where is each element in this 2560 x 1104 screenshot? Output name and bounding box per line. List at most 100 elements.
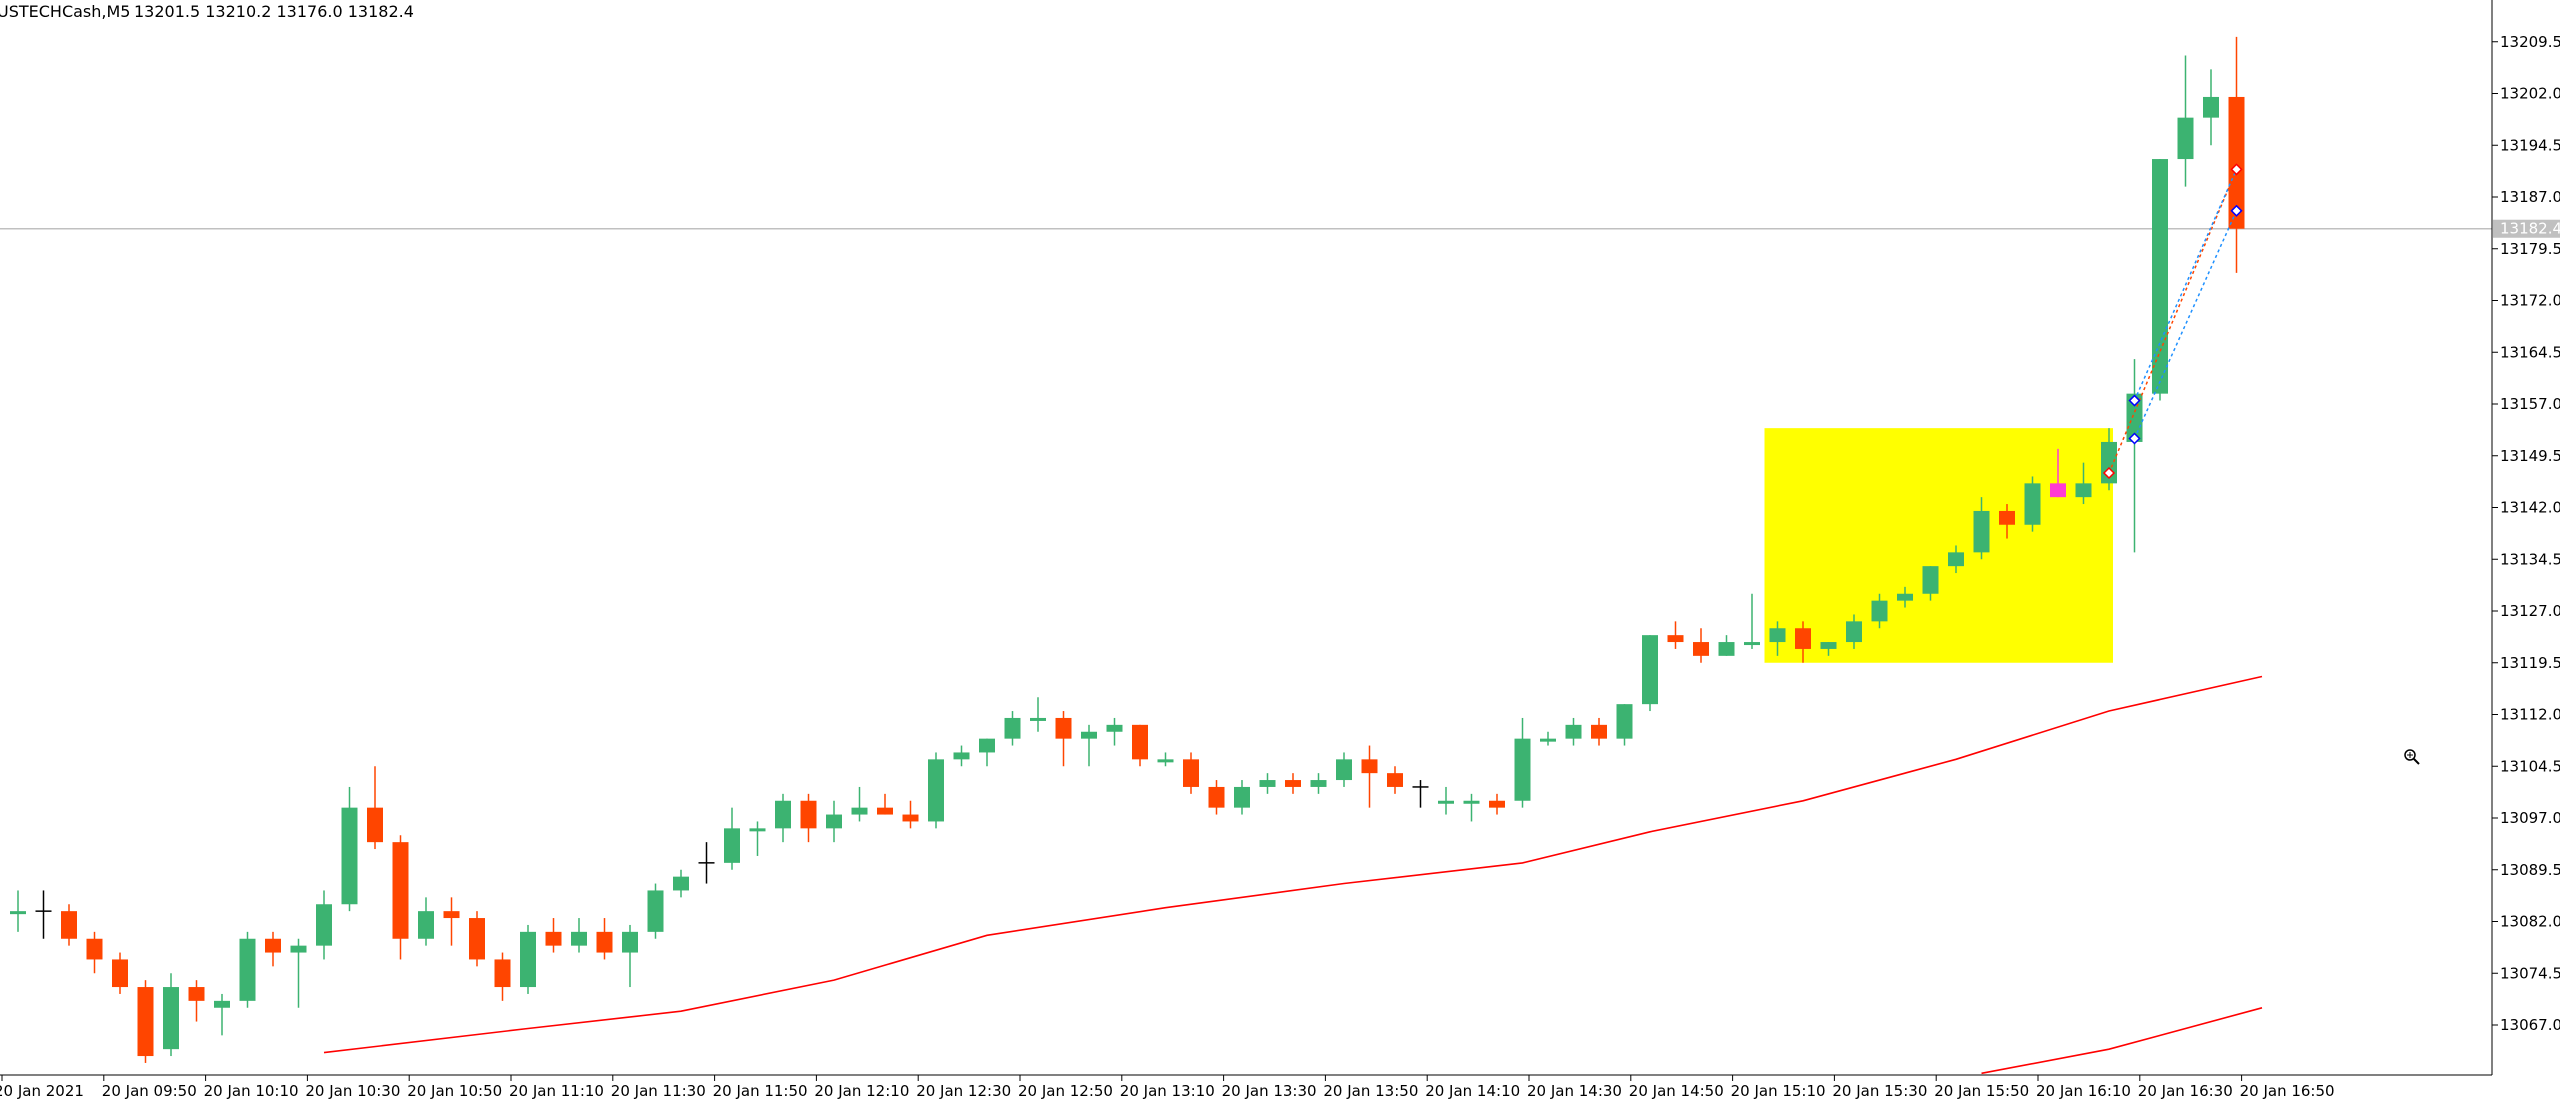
candle-body [137, 987, 154, 1057]
candle [1310, 773, 1327, 794]
time-tick-label: 20 Jan 11:10 [509, 1082, 604, 1100]
price-tick-label: 13112.0 [2500, 706, 2560, 724]
candle [1208, 780, 1225, 815]
candle [1718, 635, 1735, 656]
price-tick-label: 13074.5 [2500, 964, 2560, 982]
highlight-zone [1764, 428, 2113, 663]
time-tick-label: 20 Jan 11:50 [713, 1082, 808, 1100]
candle [520, 924, 536, 994]
candle [418, 897, 434, 946]
candle-body [1055, 717, 1072, 739]
candle-body [214, 1000, 230, 1008]
candle-body [239, 938, 256, 1001]
price-tick-label: 13187.0 [2500, 188, 2560, 206]
price-tick-label: 13119.5 [2500, 654, 2560, 672]
candle-body [2152, 159, 2168, 394]
candle [1846, 614, 1862, 649]
candle-body [724, 828, 740, 863]
candle [1081, 724, 1097, 767]
candle-body [2024, 483, 2041, 525]
price-tick-label: 13164.5 [2500, 343, 2560, 361]
candle [647, 883, 664, 939]
moving-average-line-2 [1981, 1007, 2263, 1075]
price-tick-label: 13202.0 [2500, 85, 2560, 103]
zoom-cursor-icon [2404, 749, 2420, 765]
price-tick-label: 13157.0 [2500, 395, 2560, 413]
candle [86, 931, 103, 974]
candle-body [86, 938, 103, 960]
moving-average-layer [323, 675, 2263, 1075]
candle-body [877, 807, 893, 815]
candle-body [1489, 800, 1505, 808]
candle [902, 800, 919, 829]
trade-link-line [2133, 169, 2238, 401]
candle-body [1820, 642, 1837, 649]
candle-body [112, 959, 128, 988]
candle [1769, 621, 1786, 656]
candle [1106, 717, 1123, 746]
candle [877, 793, 893, 815]
candle [545, 918, 562, 953]
candle-body [10, 911, 26, 915]
candle [2075, 462, 2092, 505]
candle [1616, 704, 1633, 746]
candle [1132, 724, 1148, 767]
candle-body [1922, 566, 1939, 594]
trade-marker-diamond [2230, 204, 2243, 217]
candle [1055, 711, 1072, 767]
candle [163, 973, 179, 1057]
candle-body [775, 800, 791, 829]
candle-body [1999, 510, 2015, 525]
price-tick-label: 13097.0 [2500, 809, 2560, 827]
candle-body [1973, 510, 1990, 553]
candle [596, 918, 613, 960]
candle-body [1081, 731, 1097, 739]
price-tick-label: 13179.5 [2500, 240, 2560, 258]
candle [1387, 766, 1403, 794]
trade-marker-diamond [2102, 466, 2116, 480]
candle-body [1106, 724, 1123, 732]
trade-marker-diamond [2230, 163, 2243, 176]
candle [214, 993, 230, 1036]
price-tick-label: 13067.0 [2500, 1016, 2560, 1034]
candle-body [1693, 642, 1709, 656]
candle [724, 807, 740, 870]
price-tick-label: 13134.5 [2500, 550, 2560, 568]
candle-body [928, 759, 944, 822]
candle-body [341, 807, 358, 905]
time-tick-label: 20 Jan 14:10 [1425, 1082, 1520, 1100]
candle-body [1744, 642, 1760, 646]
trade-marker-diamond [2128, 432, 2141, 445]
candle-body [1259, 780, 1276, 787]
ohlc-readout: 13201.5 13210.2 13176.0 13182.4 [134, 2, 414, 21]
candle [1489, 793, 1505, 815]
candle [749, 821, 766, 856]
candle [1463, 793, 1480, 822]
candle-body [2177, 117, 2194, 160]
time-tick-label: 20 Jan 15:50 [1934, 1082, 2029, 1100]
time-axis[interactable]: 20 Jan 2021 20 Jan 09:50 20 Jan 10:10 20 Ja… [0, 1074, 2492, 1100]
candle [367, 766, 383, 850]
candle [1004, 711, 1021, 746]
candle-body [61, 911, 77, 939]
candle [239, 931, 256, 1008]
candle [188, 980, 205, 1022]
candle-body [1030, 717, 1046, 721]
price-axis[interactable]: 13209.5 13202.0 13194.5 13187.0 13179.5 13172… [2491, 0, 2560, 1075]
candle-body [571, 931, 587, 946]
time-tick-label: 20 Jan 15:10 [1731, 1082, 1826, 1100]
candle [1871, 593, 1888, 629]
candle [1157, 752, 1174, 767]
candle-body [494, 959, 511, 988]
candle [826, 800, 842, 843]
candle [1591, 717, 1607, 746]
candle [2152, 159, 2168, 401]
candle [1234, 780, 1250, 815]
price-tick-label: 13082.0 [2500, 913, 2560, 931]
candle-body [1897, 593, 1913, 601]
candle-body [1846, 621, 1862, 643]
time-tick-label: 20 Jan 2021 [0, 1082, 84, 1100]
candle [1999, 504, 2015, 539]
candle-body [2075, 483, 2092, 498]
